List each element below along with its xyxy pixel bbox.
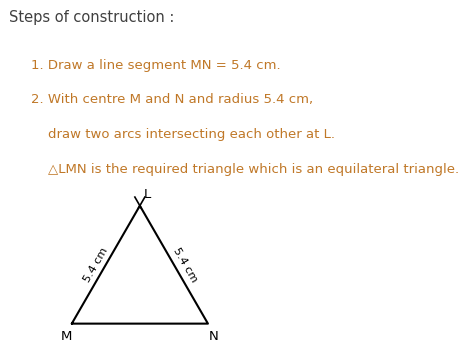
Text: draw two arcs intersecting each other at L.: draw two arcs intersecting each other at… <box>31 128 335 141</box>
Text: 2. With centre M and N and radius 5.4 cm,: 2. With centre M and N and radius 5.4 cm… <box>31 93 313 107</box>
Text: 5.4 cm: 5.4 cm <box>82 246 110 284</box>
Text: 5.4 cm: 5.4 cm <box>171 246 199 284</box>
Text: L: L <box>144 188 151 201</box>
Text: △LMN is the required triangle which is an equilateral triangle.: △LMN is the required triangle which is a… <box>31 163 459 176</box>
Text: N: N <box>209 330 218 343</box>
Text: 1. Draw a line segment MN = 5.4 cm.: 1. Draw a line segment MN = 5.4 cm. <box>31 59 281 72</box>
Text: M: M <box>61 330 72 343</box>
Text: Steps of construction :: Steps of construction : <box>9 10 175 25</box>
